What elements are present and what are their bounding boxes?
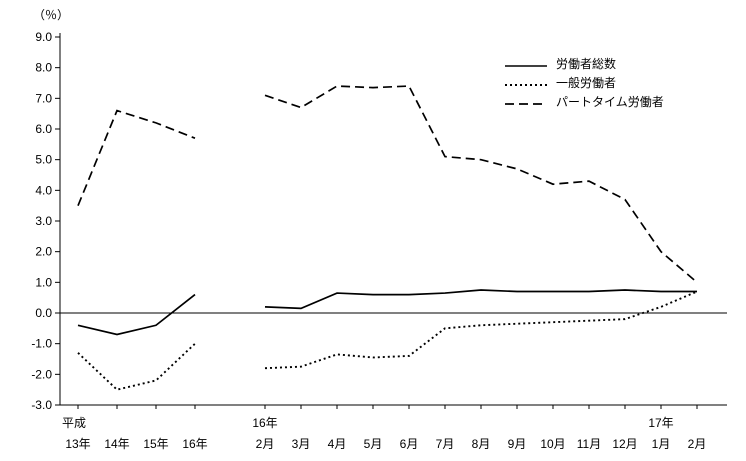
era-label-heisei: 平成 [62,416,86,430]
x-tick-label: 14年 [104,437,129,451]
x-tick-label: 12月 [612,437,637,451]
legend-item-general-workers: 一般労働者 [505,75,664,90]
y-tick-label: 5.0 [35,153,52,167]
x-tick-label: 1月 [652,437,671,451]
series-line-dotted [77,342,196,391]
x-tick-label: 6月 [400,437,419,451]
series-line-dashed [77,109,196,206]
x-tick-label: 13年 [65,437,90,451]
dotted-line-icon [505,78,547,86]
dashed-line-icon [505,97,547,105]
y-tick-label: 8.0 [35,61,52,75]
solid-line-icon [505,59,547,67]
y-tick-label: 4.0 [35,183,52,197]
x-tick-label: 3月 [292,437,311,451]
x-tick-label: 10月 [540,437,565,451]
chart-legend: 労働者総数 一般労働者 パートタイム労働者 [505,56,664,109]
series-line-solid [264,289,697,310]
era-label-year16: 16年 [252,416,277,430]
y-tick-label: 7.0 [35,91,52,105]
x-tick-label: 8月 [472,437,491,451]
y-axis-unit-label: （％） [33,8,70,22]
y-tick-label: 9.0 [35,30,52,44]
y-tick-label: 1.0 [35,275,52,289]
legend-item-parttime-workers: パートタイム労働者 [505,94,664,109]
legend-item-total-workers: 労働者総数 [505,56,664,71]
x-tick-label: 11月 [577,437,601,451]
y-tick-label: -1.0 [31,337,52,351]
x-tick-label: 7月 [436,437,455,451]
x-tick-label: 5月 [364,437,383,451]
x-tick-label: 15年 [143,437,168,451]
y-tick-label: 6.0 [35,122,52,136]
x-tick-label: 9月 [508,437,527,451]
y-tick-label: -2.0 [31,367,52,381]
y-tick-label: 0.0 [35,306,52,320]
x-tick-label: 4月 [328,437,347,451]
y-tick-label: 2.0 [35,245,52,259]
y-tick-label: 3.0 [35,214,52,228]
legend-label-total-workers: 労働者総数 [556,56,617,71]
series-line-dashed [264,85,698,283]
series-line-dotted [264,290,698,370]
y-tick-label: -3.0 [31,398,52,412]
x-tick-label: 2月 [688,437,707,451]
era-label-year17: 17年 [648,416,673,430]
x-tick-label: 2月 [256,437,275,451]
x-tick-label: 16年 [182,437,207,451]
legend-label-general-workers: 一般労働者 [556,75,617,90]
series-line-solid [77,293,196,336]
legend-label-parttime-workers: パートタイム労働者 [556,94,664,109]
